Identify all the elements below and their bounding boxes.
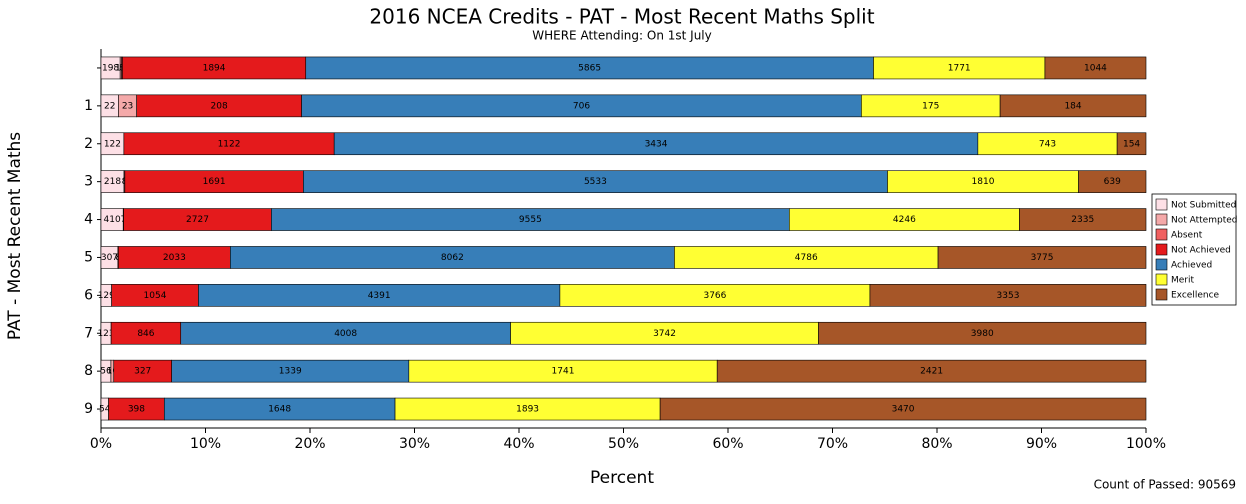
data-label: 4786	[795, 253, 818, 263]
data-label: 2033	[163, 253, 186, 263]
x-tick-label: 40%	[503, 436, 534, 452]
data-label: 398	[128, 405, 145, 415]
legend-label: Achieved	[1171, 261, 1212, 271]
y-tick-label: 2	[84, 136, 93, 152]
data-label: 5865	[578, 63, 601, 73]
data-label: 743	[1039, 139, 1056, 149]
x-tick-label: 10%	[190, 436, 221, 452]
data-label: 1741	[552, 367, 575, 377]
data-label: 1044	[1084, 63, 1107, 73]
data-label: 2421	[920, 367, 943, 377]
data-label: 1122	[218, 139, 241, 149]
legend-swatch	[1156, 259, 1167, 270]
legend-swatch	[1156, 199, 1167, 210]
x-tick-label: 70%	[817, 436, 848, 452]
data-label: 1054	[144, 291, 167, 301]
y-tick-label: 8	[84, 363, 93, 379]
data-label: 4008	[334, 329, 357, 339]
legend-label: Not Attempted	[1171, 216, 1237, 226]
legend-label: Not Achieved	[1171, 246, 1231, 256]
data-label: 4391	[368, 291, 391, 301]
data-label: 8062	[441, 253, 464, 263]
data-label: 327	[134, 367, 151, 377]
data-label: 154	[1123, 139, 1140, 149]
legend-label: Merit	[1171, 276, 1195, 286]
data-label: 1893	[516, 405, 539, 415]
legend-label: Not Submitted	[1171, 201, 1236, 211]
data-label: 122	[104, 139, 121, 149]
legend-swatch	[1156, 214, 1167, 225]
data-label: 639	[1104, 177, 1121, 187]
data-label: 3434	[645, 139, 668, 149]
y-tick-label: 3	[84, 174, 93, 190]
data-label: 1810	[972, 177, 995, 187]
data-label: 1771	[948, 63, 971, 73]
data-label: 3470	[892, 405, 915, 415]
legend-swatch	[1156, 289, 1167, 300]
data-label: 22	[104, 101, 115, 111]
x-tick-label: 60%	[712, 436, 743, 452]
data-label: 9555	[519, 215, 542, 225]
data-label: 184	[1064, 101, 1081, 111]
data-label: 1339	[279, 367, 302, 377]
chart-subtitle: WHERE Attending: On 1st July	[532, 29, 711, 43]
y-tick-label: 4	[84, 212, 93, 228]
data-label: 2727	[186, 215, 209, 225]
x-axis-label: Percent	[590, 468, 654, 488]
data-label: 3766	[703, 291, 726, 301]
x-tick-label: 90%	[1026, 436, 1057, 452]
x-tick-label: 20%	[294, 436, 325, 452]
data-label: 3980	[971, 329, 994, 339]
data-label: 3742	[653, 329, 676, 339]
data-label: 4246	[893, 215, 916, 225]
data-label: 3353	[997, 291, 1020, 301]
data-label: 5533	[584, 177, 607, 187]
y-tick-label: 9	[84, 401, 93, 417]
x-tick-label: 80%	[921, 436, 952, 452]
y-axis-label: PAT - Most Recent Maths	[5, 132, 25, 340]
y-tick-label: 1	[84, 98, 93, 114]
data-label: 208	[211, 101, 228, 111]
data-label: 175	[922, 101, 939, 111]
legend-label: Absent	[1171, 231, 1203, 241]
data-label: 2335	[1071, 215, 1094, 225]
data-label: 410	[104, 215, 121, 225]
data-label: 23	[122, 101, 133, 111]
footer: Count of Passed: 90569	[1094, 478, 1236, 492]
data-label: 1691	[203, 177, 226, 187]
data-label: 846	[137, 329, 154, 339]
x-tick-label: 0%	[90, 436, 112, 452]
legend-swatch	[1156, 274, 1167, 285]
data-label: 1648	[268, 405, 291, 415]
y-tick-label: 5	[84, 249, 93, 265]
y-tick-label: 7	[84, 325, 93, 341]
legend-label: Excellence	[1171, 291, 1220, 301]
x-tick-label: 30%	[399, 436, 430, 452]
legend-swatch	[1156, 244, 1167, 255]
legend-swatch	[1156, 229, 1167, 240]
data-label: 218	[104, 177, 121, 187]
x-tick-label: 50%	[608, 436, 639, 452]
data-label: 1894	[203, 63, 226, 73]
chart-title: 2016 NCEA Credits - PAT - Most Recent Ma…	[369, 5, 874, 29]
x-tick-label: 100%	[1126, 436, 1166, 452]
data-label: 706	[573, 101, 590, 111]
y-tick-label: 6	[84, 287, 93, 303]
data-label: 3775	[1031, 253, 1054, 263]
